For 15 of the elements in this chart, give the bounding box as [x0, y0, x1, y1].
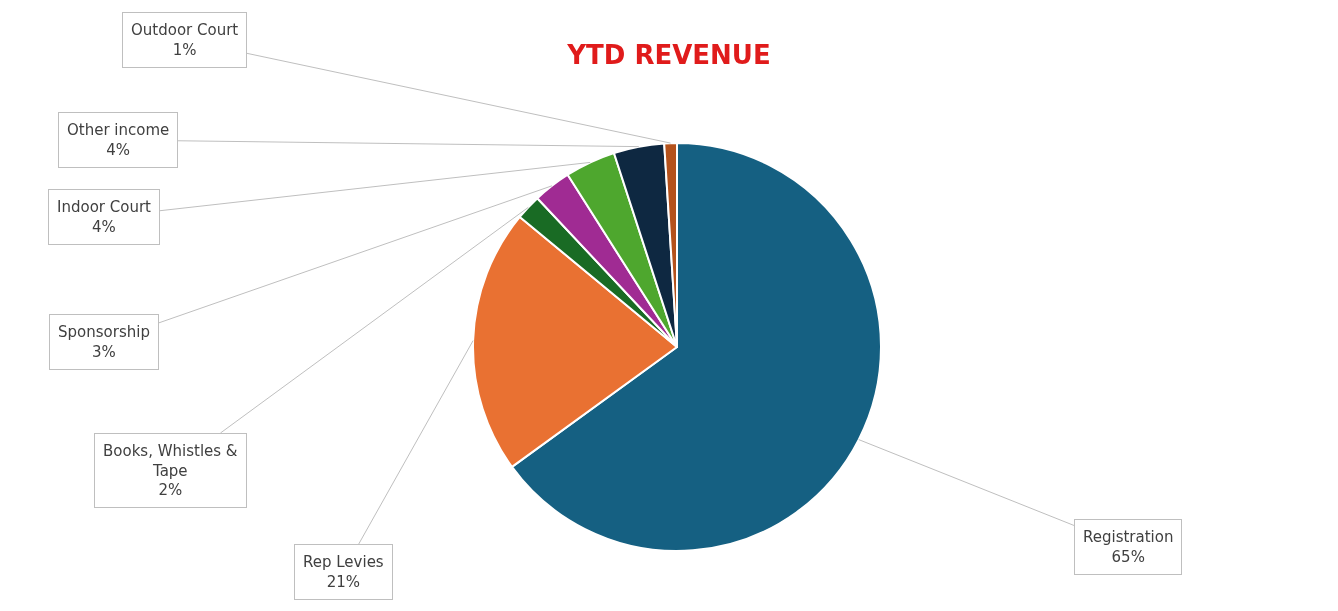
slice-label: Registration — [1083, 528, 1174, 546]
slice-label: Books, Whistles & Tape — [103, 442, 238, 480]
text: YTD REVENUE — [566, 40, 771, 71]
slice-label: Indoor Court — [57, 198, 152, 216]
data-label: 3% — [92, 342, 116, 361]
data-label: 21% — [326, 572, 361, 591]
data-label: 2% — [158, 481, 183, 499]
slice-label: Rep Levies — [303, 553, 384, 571]
slice-label: Outdoor Court — [131, 21, 239, 39]
data-label: 4% — [92, 217, 116, 236]
data-label: 4% — [106, 140, 131, 159]
slice-label: Sponsorship — [58, 323, 150, 341]
data-label: 65% — [1111, 547, 1145, 566]
data-label: 1% — [172, 40, 197, 59]
slice-label: Other income — [67, 121, 170, 139]
